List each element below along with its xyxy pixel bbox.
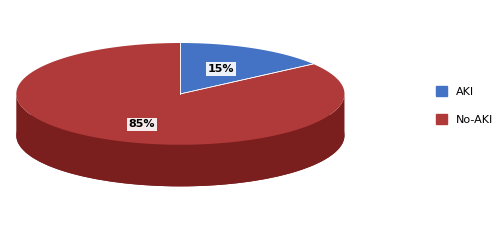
Ellipse shape	[16, 85, 344, 186]
Text: 15%: 15%	[208, 64, 234, 74]
Legend: AKI, No-AKI: AKI, No-AKI	[432, 82, 498, 129]
Polygon shape	[16, 94, 344, 186]
Polygon shape	[180, 43, 313, 94]
Text: 85%: 85%	[128, 119, 155, 129]
Polygon shape	[16, 43, 344, 145]
